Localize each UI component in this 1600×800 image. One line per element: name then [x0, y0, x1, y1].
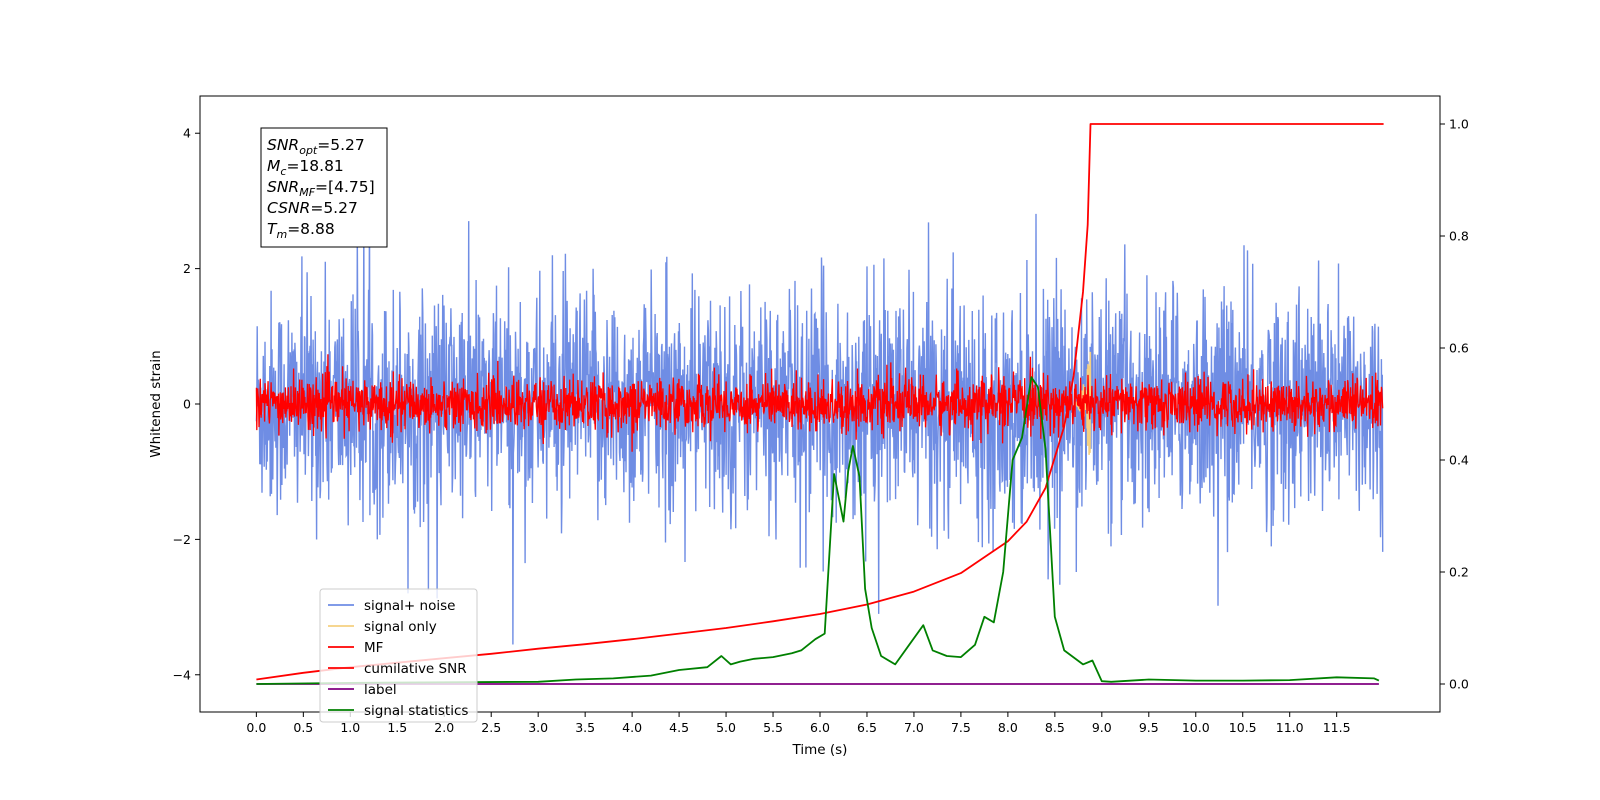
- legend-frame: [319, 588, 478, 723]
- x-tick-label: 6.0: [810, 720, 830, 735]
- y2-tick-label: 0.6: [1449, 341, 1469, 356]
- x-tick-label: 10.5: [1229, 720, 1257, 735]
- x-tick-label: 5.5: [763, 720, 783, 735]
- x-tick-label: 4.0: [622, 720, 642, 735]
- x-tick-label: 3.5: [575, 720, 595, 735]
- x-tick-label: 11.0: [1276, 720, 1304, 735]
- x-axis-label: Time (s): [792, 742, 848, 758]
- series-line-mf: [255, 354, 1384, 452]
- legend-entry: label: [364, 682, 397, 698]
- info-box-line: SNRopt=5.27: [267, 136, 365, 157]
- y-tick-label: 4: [183, 126, 191, 141]
- y2-tick-label: 0.4: [1449, 453, 1469, 468]
- info-box-frame: [260, 127, 388, 248]
- x-tick-label: 2.5: [481, 720, 501, 735]
- x-tick-label: 3.0: [528, 720, 548, 735]
- x-tick-label: 6.5: [857, 720, 877, 735]
- series-line-signal-statistics: [256, 376, 1380, 685]
- y2-tick-label: 0.8: [1449, 229, 1469, 244]
- legend: signal+ noise signal only MF cumilative SNR…: [319, 588, 478, 723]
- x-tick-label: 7.5: [951, 720, 971, 735]
- x-tick-label: 4.5: [669, 720, 689, 735]
- y-tick-label: 2: [183, 261, 191, 276]
- legend-entry: signal only: [364, 619, 437, 635]
- x-tick-label: 1.5: [387, 720, 407, 735]
- info-box: SNRopt=5.27Mc=18.81SNRMF=[4.75]CSNR=5.27…: [260, 127, 388, 248]
- y-tick-label: −4: [173, 667, 191, 682]
- y-tick-label: 0: [183, 397, 191, 412]
- info-box-line: Mc=18.81: [267, 157, 344, 178]
- x-tick-label: 0.0: [246, 720, 266, 735]
- y-tick-label: −2: [173, 532, 191, 547]
- x-tick-label: 10.0: [1182, 720, 1210, 735]
- info-box-line: SNRMF=[4.75]: [267, 178, 375, 199]
- x-tick-label: 1.0: [340, 720, 360, 735]
- y2-tick-label: 0.0: [1449, 677, 1469, 692]
- x-tick-label: 5.0: [716, 720, 736, 735]
- legend-entry: signal+ noise: [364, 598, 455, 614]
- x-tick-label: 7.0: [904, 720, 924, 735]
- y-axis-label: Whitened strain: [148, 350, 164, 457]
- x-tick-label: 9.0: [1092, 720, 1112, 735]
- legend-entry: cumilative SNR: [364, 661, 467, 677]
- legend-entry: MF: [364, 640, 383, 656]
- info-box-line: Tm=8.88: [267, 220, 335, 241]
- x-tick-label: 11.5: [1323, 720, 1351, 735]
- x-tick-label: 9.5: [1139, 720, 1159, 735]
- x-tick-label: 8.0: [998, 720, 1018, 735]
- legend-entry: signal statistics: [364, 703, 468, 719]
- x-tick-label: 2.0: [434, 720, 454, 735]
- info-box-line: CSNR=5.27: [267, 199, 358, 217]
- x-tick-label: 8.5: [1045, 720, 1065, 735]
- y2-tick-label: 1.0: [1449, 117, 1469, 132]
- y2-tick-label: 0.2: [1449, 565, 1469, 580]
- axes-layer: 0.0 0.5 1.0 1.5 2.0 2.5 3.0 3.5 4.0 4.5 5.0 5.5 6.0 6…: [173, 117, 1469, 736]
- x-tick-label: 0.5: [293, 720, 313, 735]
